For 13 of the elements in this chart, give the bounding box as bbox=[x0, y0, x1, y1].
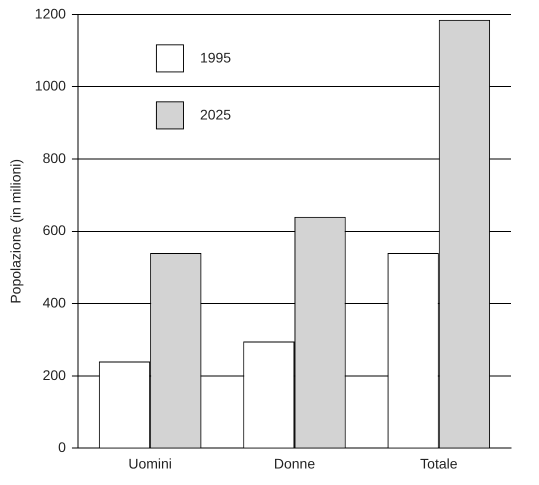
y-tick-label: 400 bbox=[42, 294, 66, 310]
y-tick-label: 1000 bbox=[34, 78, 66, 94]
x-tick-label: Donne bbox=[274, 455, 316, 472]
y-tick-label: 1200 bbox=[34, 5, 66, 22]
y-tick-label: 800 bbox=[42, 150, 66, 166]
y-tick-label: 200 bbox=[42, 366, 66, 383]
x-tick-label: Uomini bbox=[128, 455, 172, 472]
y-tick-label: 0 bbox=[58, 439, 66, 456]
legend-label: 1995 bbox=[200, 49, 232, 66]
legend-label: 2025 bbox=[200, 106, 232, 122]
y-axis-title: Popolazione (in milioni) bbox=[7, 158, 24, 304]
y-tick-label: 600 bbox=[42, 222, 66, 238]
x-tick-label: Totale bbox=[420, 455, 458, 472]
